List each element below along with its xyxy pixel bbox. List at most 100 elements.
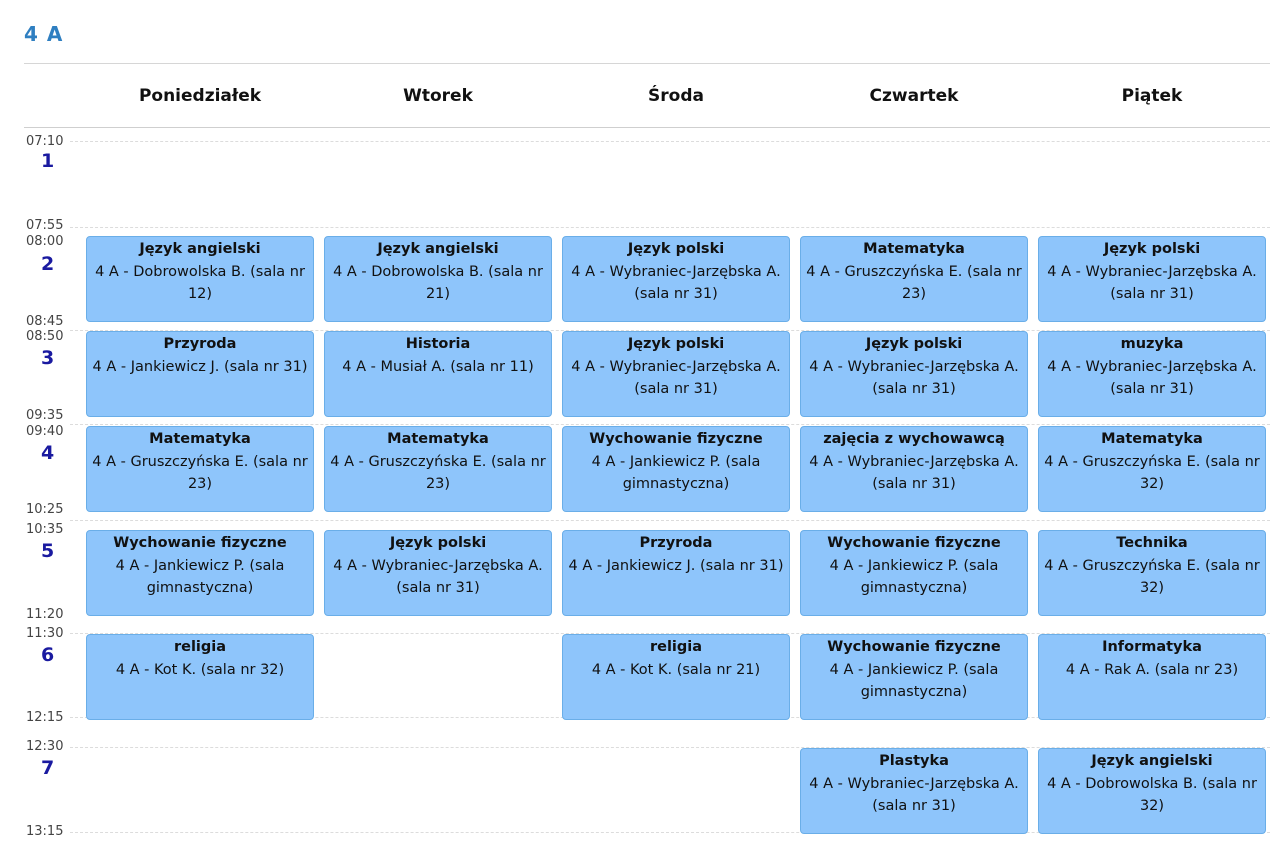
period-end-time: 11:20	[26, 607, 64, 622]
header-divider	[24, 127, 1270, 128]
period-start-time: 08:50	[26, 329, 64, 344]
period-start-time: 10:35	[26, 522, 64, 537]
lesson-detail: 4 A - Jankiewicz P. (sala gimnastyczna)	[829, 557, 999, 597]
day-header-wednesday: Środa	[648, 86, 704, 106]
lesson-subject: muzyka	[1120, 336, 1184, 352]
lesson-subject: Język angielski	[1091, 753, 1213, 769]
lesson-card[interactable]: Plastyka 4 A - Wybraniec-Jarzębska A. (sa…	[800, 748, 1028, 834]
lesson-subject: Język polski	[865, 336, 963, 352]
lesson-detail: 4 A - Rak A. (sala nr 23)	[1065, 661, 1239, 678]
lesson-detail: 4 A - Jankiewicz J. (sala nr 31)	[92, 358, 308, 375]
lesson-detail: 4 A - Jankiewicz P. (sala gimnastyczna)	[829, 661, 999, 701]
lesson-subject: religia	[649, 639, 703, 655]
lesson-subject: Język polski	[1103, 241, 1201, 257]
lesson-card[interactable]: Język angielski 4 A - Dobrowolska B. (sal…	[324, 236, 552, 322]
lesson-subject: Przyroda	[639, 535, 713, 551]
lesson-card[interactable]: Matematyka 4 A - Gruszczyńska E. (sala nr…	[800, 236, 1028, 322]
period-number: 1	[41, 150, 55, 172]
lesson-card[interactable]: Informatyka 4 A - Rak A. (sala nr 23)	[1038, 634, 1266, 720]
lesson-detail: 4 A - Gruszczyńska E. (sala nr 23)	[806, 263, 1022, 303]
lesson-card[interactable]: religia 4 A - Kot K. (sala nr 21)	[562, 634, 790, 720]
lesson-subject: Wychowanie fizyczne	[113, 535, 287, 551]
lesson-subject: zajęcia z wychowawcą	[823, 431, 1005, 447]
lesson-subject: Język angielski	[377, 241, 499, 257]
lesson-card[interactable]: zajęcia z wychowawcą 4 A - Wybraniec-Jarz…	[800, 426, 1028, 512]
lesson-card[interactable]: Język polski 4 A - Wybraniec-Jarzębska A.…	[1038, 236, 1266, 322]
lesson-subject: Plastyka	[879, 753, 949, 769]
lesson-detail: 4 A - Wybraniec-Jarzębska A. (sala nr 31…	[571, 358, 781, 398]
lesson-card[interactable]: Technika 4 A - Gruszczyńska E. (sala nr 3…	[1038, 530, 1266, 616]
lesson-detail: 4 A - Wybraniec-Jarzębska A. (sala nr 31…	[1047, 263, 1257, 303]
lesson-card[interactable]: Wychowanie fizyczne 4 A - Jankiewicz P. (…	[86, 530, 314, 616]
lesson-detail: 4 A - Kot K. (sala nr 32)	[115, 661, 285, 678]
lesson-card[interactable]: muzyka 4 A - Wybraniec-Jarzębska A. (sala…	[1038, 331, 1266, 417]
lesson-subject: religia	[173, 639, 227, 655]
lesson-detail: 4 A - Wybraniec-Jarzębska A. (sala nr 31…	[333, 557, 543, 597]
lesson-subject: Język polski	[627, 241, 725, 257]
period-number: 5	[41, 540, 55, 562]
lesson-card[interactable]: Matematyka 4 A - Gruszczyńska E. (sala nr…	[86, 426, 314, 512]
lesson-card[interactable]: Język polski 4 A - Wybraniec-Jarzębska A.…	[562, 331, 790, 417]
lesson-subject: Język polski	[389, 535, 487, 551]
period-end-time: 09:35	[26, 408, 64, 423]
lesson-detail: 4 A - Jankiewicz P. (sala gimnastyczna)	[115, 557, 285, 597]
lesson-detail: 4 A - Gruszczyńska E. (sala nr 23)	[92, 453, 308, 493]
lesson-detail: 4 A - Gruszczyńska E. (sala nr 32)	[1044, 557, 1260, 597]
lesson-detail: 4 A - Wybraniec-Jarzębska A. (sala nr 31…	[809, 453, 1019, 493]
period-end-time: 10:25	[26, 502, 64, 517]
lesson-card[interactable]: religia 4 A - Kot K. (sala nr 32)	[86, 634, 314, 720]
period-number: 2	[41, 253, 55, 275]
day-header-friday: Piątek	[1121, 86, 1183, 106]
lesson-detail: 4 A - Dobrowolska B. (sala nr 21)	[333, 263, 543, 303]
day-header-thursday: Czwartek	[869, 86, 959, 106]
lesson-subject: Matematyka	[1101, 431, 1203, 447]
period-end-time: 13:15	[26, 824, 64, 839]
lesson-subject: Informatyka	[1102, 639, 1202, 655]
lesson-card[interactable]: Przyroda 4 A - Jankiewicz J. (sala nr 31)	[562, 530, 790, 616]
lesson-subject: Język angielski	[139, 241, 261, 257]
lesson-card[interactable]: Historia 4 A - Musiał A. (sala nr 11)	[324, 331, 552, 417]
period-end-time: 12:15	[26, 710, 64, 725]
period-start-time: 09:40	[26, 424, 64, 439]
lesson-card[interactable]: Język angielski 4 A - Dobrowolska B. (sal…	[1038, 748, 1266, 834]
lesson-card[interactable]: Wychowanie fizyczne 4 A - Jankiewicz P. (…	[800, 634, 1028, 720]
lesson-card[interactable]: Wychowanie fizyczne 4 A - Jankiewicz P. (…	[800, 530, 1028, 616]
grid-line	[70, 227, 1270, 228]
lesson-subject: Matematyka	[149, 431, 251, 447]
period-end-time: 08:45	[26, 314, 64, 329]
day-header-monday: Poniedziałek	[138, 86, 262, 106]
period-start-time: 07:10	[26, 134, 64, 149]
period-number: 3	[41, 347, 55, 369]
lesson-card[interactable]: Przyroda 4 A - Jankiewicz J. (sala nr 31)	[86, 331, 314, 417]
lesson-card[interactable]: Wychowanie fizyczne 4 A - Jankiewicz P. (…	[562, 426, 790, 512]
lesson-subject: Matematyka	[387, 431, 489, 447]
period-start-time: 11:30	[26, 626, 64, 641]
lesson-detail: 4 A - Gruszczyńska E. (sala nr 23)	[330, 453, 546, 493]
top-divider	[24, 63, 1270, 64]
lesson-detail: 4 A - Dobrowolska B. (sala nr 32)	[1047, 775, 1257, 815]
grid-line	[70, 330, 1270, 331]
lesson-card[interactable]: Matematyka 4 A - Gruszczyńska E. (sala nr…	[324, 426, 552, 512]
lesson-detail: 4 A - Dobrowolska B. (sala nr 12)	[95, 263, 305, 303]
lesson-detail: 4 A - Gruszczyńska E. (sala nr 32)	[1044, 453, 1260, 493]
lesson-detail: 4 A - Jankiewicz J. (sala nr 31)	[568, 557, 784, 574]
lesson-card[interactable]: Język polski 4 A - Wybraniec-Jarzębska A.…	[562, 236, 790, 322]
lesson-subject: Wychowanie fizyczne	[589, 431, 763, 447]
period-end-time: 07:55	[26, 218, 64, 233]
period-number: 6	[41, 644, 55, 666]
grid-line	[70, 424, 1270, 425]
lesson-detail: 4 A - Musiał A. (sala nr 11)	[342, 358, 534, 375]
lesson-detail: 4 A - Kot K. (sala nr 21)	[591, 661, 761, 678]
grid-line	[70, 520, 1270, 521]
lesson-detail: 4 A - Jankiewicz P. (sala gimnastyczna)	[591, 453, 761, 493]
grid-line	[70, 141, 1270, 142]
lesson-card[interactable]: Język angielski 4 A - Dobrowolska B. (sal…	[86, 236, 314, 322]
lesson-card[interactable]: Język polski 4 A - Wybraniec-Jarzębska A.…	[324, 530, 552, 616]
lesson-subject: Matematyka	[863, 241, 965, 257]
period-number: 4	[41, 442, 55, 464]
lesson-card[interactable]: Język polski 4 A - Wybraniec-Jarzębska A.…	[800, 331, 1028, 417]
lesson-subject: Technika	[1116, 535, 1188, 551]
class-title: 4 A	[24, 22, 64, 46]
lesson-detail: 4 A - Wybraniec-Jarzębska A. (sala nr 31…	[809, 358, 1019, 398]
lesson-card[interactable]: Matematyka 4 A - Gruszczyńska E. (sala nr…	[1038, 426, 1266, 512]
